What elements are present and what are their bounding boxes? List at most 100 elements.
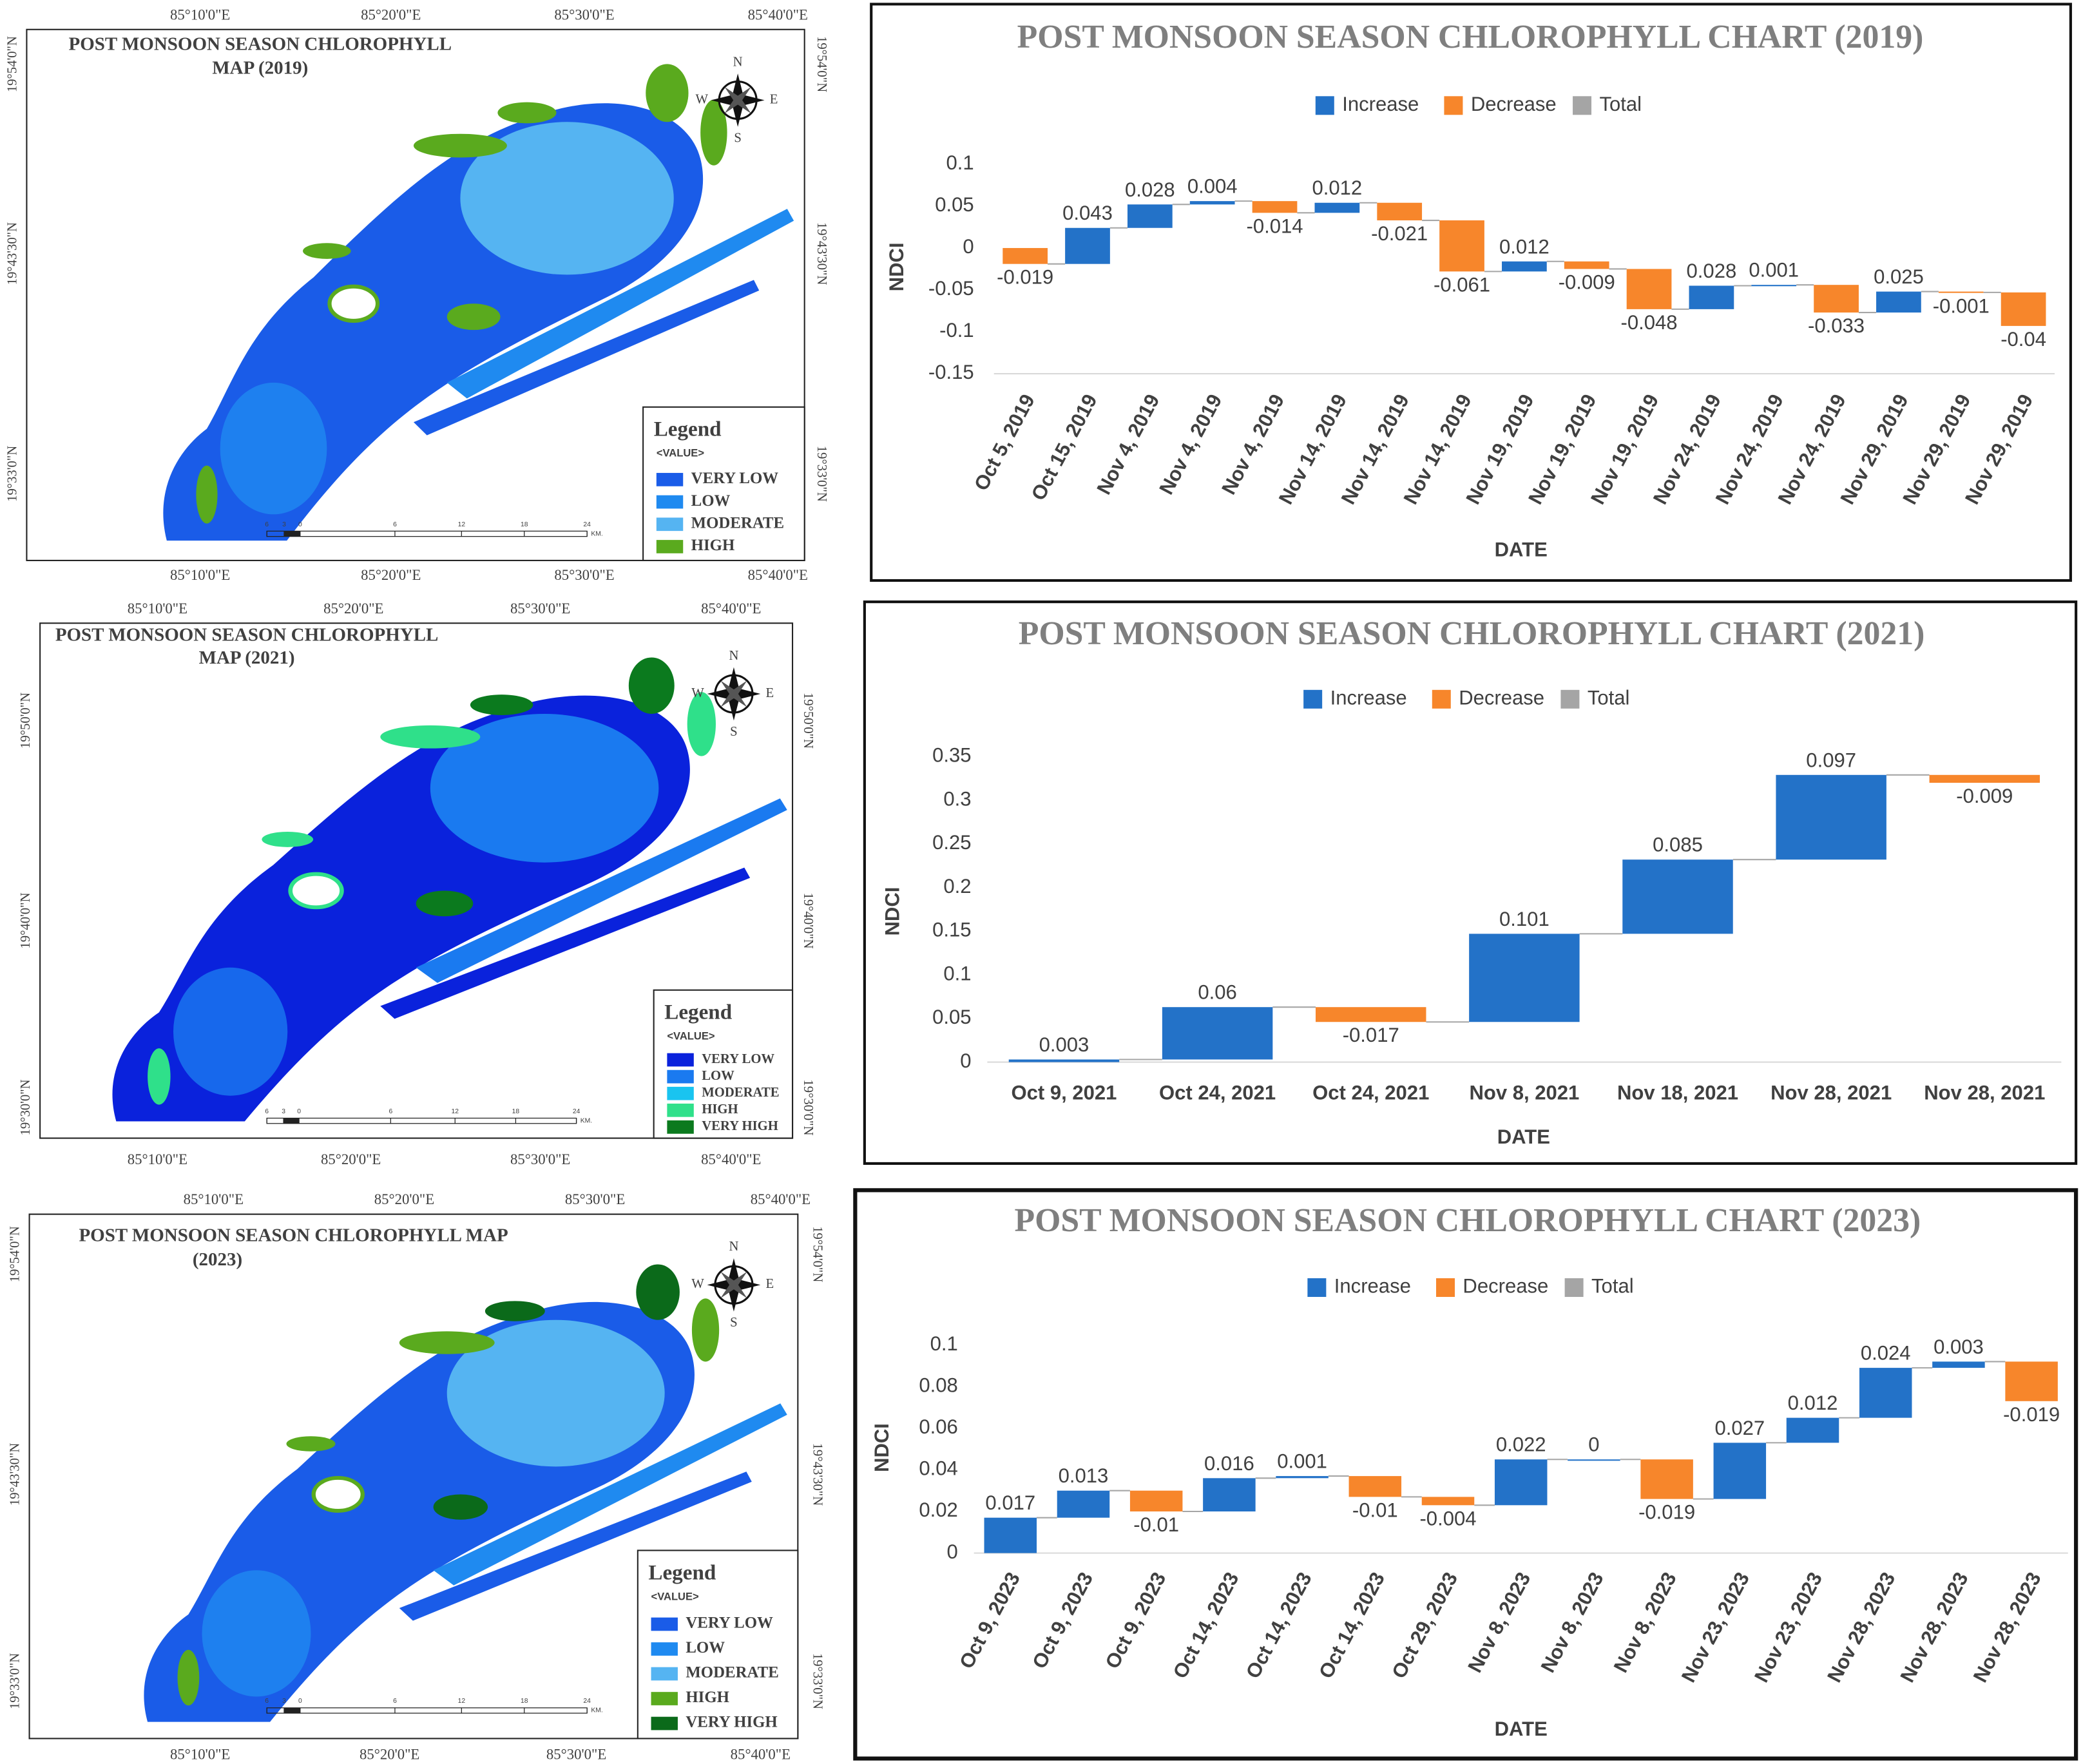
compass-letter: N: [729, 1240, 738, 1254]
map-legend-label: LOW: [702, 1069, 734, 1083]
y-tick-label: 0.05: [935, 193, 974, 216]
scale-bar: [283, 531, 300, 537]
compass-letter: S: [730, 725, 738, 739]
vegetation: [646, 64, 689, 122]
data-label: -0.004: [1419, 1507, 1476, 1529]
map-legend-label: VERY LOW: [686, 1615, 773, 1632]
island: [288, 872, 344, 910]
y-tick-label: 0.02: [919, 1499, 957, 1521]
bar: [1859, 1368, 1912, 1418]
spit: [413, 280, 760, 436]
data-label: 0.101: [1499, 908, 1550, 930]
vegetation: [687, 692, 716, 756]
bar: [984, 1517, 1037, 1553]
x-tick-label: Nov 28, 2021: [1771, 1081, 1892, 1104]
compass-letter: W: [691, 686, 704, 700]
scale-label: 12: [458, 521, 466, 528]
map-legend-swatch: [667, 1069, 694, 1084]
legend-label: Decrease: [1471, 93, 1557, 115]
map-title: (2023): [193, 1249, 242, 1270]
map-legend-swatch: [656, 517, 684, 532]
scale-label: 24: [573, 1108, 581, 1115]
lon-label: 85°20'0"E: [361, 6, 421, 23]
legend-label: Decrease: [1463, 1275, 1548, 1298]
scale-label: 0: [298, 1698, 302, 1705]
map-legend-label: LOW: [686, 1639, 725, 1656]
lon-label: 85°30'0"E: [510, 600, 570, 617]
chart-title: POST MONSOON SEASON CHLOROPHYLL CHART (2…: [1017, 19, 1924, 55]
x-tick-label: Oct 24, 2021: [1312, 1081, 1429, 1104]
map-frame: [39, 622, 794, 1139]
lat-label: 19°43'30"N: [5, 222, 19, 285]
lon-label: 85°30'0"E: [565, 1191, 625, 1207]
map-title: MAP (2021): [199, 647, 295, 668]
bar: [1689, 285, 1734, 309]
lon-label: 85°30'0"E: [546, 1747, 606, 1763]
scale-label: 18: [521, 1698, 528, 1705]
data-label: -0.04: [2001, 328, 2046, 350]
map-legend-swatch: [656, 473, 684, 486]
data-label: -0.021: [1371, 222, 1428, 245]
lat-label: 19°54'0"N: [5, 36, 19, 92]
bar: [1348, 1476, 1402, 1497]
data-label: 0.024: [1861, 1342, 1911, 1365]
scale-label: 6: [389, 1108, 392, 1115]
chart-frame: [863, 600, 2078, 1165]
chart-frame: [870, 3, 2072, 582]
bar: [1932, 1361, 1985, 1368]
bar: [1929, 774, 2040, 783]
legend-swatch: [1564, 1278, 1584, 1298]
map-legend-label: MODERATE: [702, 1086, 779, 1100]
map-legend-swatch: [651, 1667, 678, 1681]
map-legend-label: VERY HIGH: [702, 1119, 778, 1133]
lagoon: [144, 1264, 787, 1722]
lagoon-zone: [460, 122, 674, 275]
map-legend-swatch: [656, 495, 684, 509]
data-label: -0.009: [1956, 785, 2013, 807]
lon-label: 85°20'0"E: [321, 1151, 381, 1167]
map-frame: [26, 28, 805, 561]
bar: [1421, 1497, 1475, 1506]
vegetation: [416, 890, 474, 917]
lat-label: 19°30'0"N: [19, 1079, 33, 1135]
lon-label: 85°40'0"E: [751, 1191, 811, 1207]
legend-swatch: [1435, 1278, 1455, 1298]
x-tick-label: Nov 28, 2021: [1924, 1081, 2045, 1104]
map-frame: [28, 1213, 799, 1740]
y-tick-label: 0.15: [932, 919, 971, 941]
vegetation: [470, 695, 533, 715]
map-legend-title: Legend: [654, 417, 722, 441]
bar: [1622, 859, 1733, 934]
lon-label: 85°40'0"E: [748, 567, 808, 583]
x-tick-label: Nov 8, 2021: [1469, 1081, 1579, 1104]
bar: [1876, 291, 1921, 313]
compass-letter: E: [766, 1277, 774, 1291]
map-legend-label: HIGH: [702, 1102, 738, 1117]
y-tick-label: 0: [947, 1540, 958, 1563]
lon-label: 85°30'0"E: [554, 567, 614, 583]
bar: [1776, 774, 1886, 860]
map-legend-label: MODERATE: [686, 1664, 778, 1682]
data-label: 0.025: [1874, 265, 1924, 288]
data-label: -0.014: [1246, 215, 1303, 237]
data-label: -0.019: [2003, 1403, 2060, 1426]
lon-label: 85°40'0"E: [748, 6, 808, 23]
data-label: -0.017: [1343, 1024, 1399, 1046]
vegetation: [446, 303, 501, 331]
map-legend-swatch: [651, 1692, 678, 1705]
x-tick-label: Oct 24, 2021: [1159, 1081, 1276, 1104]
data-label: 0.001: [1749, 259, 1799, 282]
y-tick-label: 0.2: [943, 875, 971, 897]
map-title: MAP (2019): [212, 58, 308, 79]
scale-unit: KM.: [591, 530, 602, 537]
vegetation: [177, 1649, 200, 1706]
scale-label: 3: [282, 1698, 286, 1705]
x-tick-label: Nov 18, 2021: [1617, 1081, 1738, 1104]
spit: [433, 1403, 787, 1586]
compass-star: [720, 680, 747, 707]
vegetation: [303, 243, 351, 259]
scale-label: 18: [512, 1108, 520, 1115]
vegetation: [380, 725, 481, 749]
lagoon-zone: [446, 1319, 665, 1467]
lon-label: 85°40'0"E: [701, 600, 761, 617]
